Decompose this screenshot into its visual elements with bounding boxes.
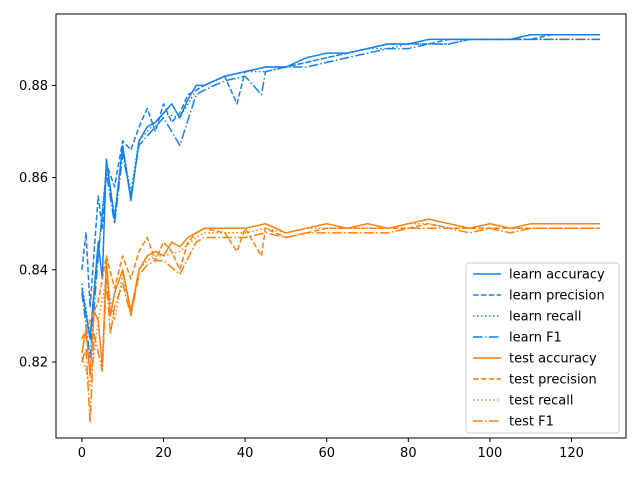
series-lines — [81, 33, 601, 423]
legend-entry: learn precision — [509, 289, 605, 304]
y-tick-label: 0.84 — [19, 263, 48, 278]
series-line-learn-precision — [81, 33, 601, 308]
x-tick-label: 40 — [237, 446, 254, 461]
legend-entry: learn F1 — [509, 331, 562, 346]
x-tick-label: 80 — [400, 446, 417, 461]
y-axis: 0.82 0.84 0.86 0.88 — [19, 79, 56, 370]
legend-entry: test recall — [509, 394, 574, 409]
x-tick-label: 100 — [478, 446, 503, 461]
series-line-learn-f1 — [81, 38, 601, 359]
series-line-test-f1 — [81, 227, 601, 423]
y-tick-label: 0.82 — [19, 355, 48, 370]
legend: learn accuracy learn precision learn recal… — [465, 262, 620, 434]
legend-entry: learn accuracy — [509, 268, 605, 283]
legend-entry: test accuracy — [509, 352, 597, 367]
y-tick-label: 0.86 — [19, 171, 48, 186]
legend-box — [465, 262, 620, 434]
series-line-test-recall — [81, 222, 601, 386]
plot-frame — [55, 13, 627, 439]
y-tick-label: 0.88 — [19, 79, 48, 94]
legend-entry: test precision — [509, 373, 597, 388]
legend-entry: test F1 — [509, 415, 554, 430]
x-tick-label: 120 — [559, 446, 584, 461]
x-tick-label: 20 — [155, 446, 172, 461]
legend-entry: learn recall — [509, 310, 581, 325]
series-line-test-accuracy — [81, 218, 601, 377]
x-tick-label: 0 — [78, 446, 86, 461]
x-axis: 0 20 40 60 80 100 120 — [78, 438, 584, 461]
x-tick-label: 60 — [318, 446, 335, 461]
